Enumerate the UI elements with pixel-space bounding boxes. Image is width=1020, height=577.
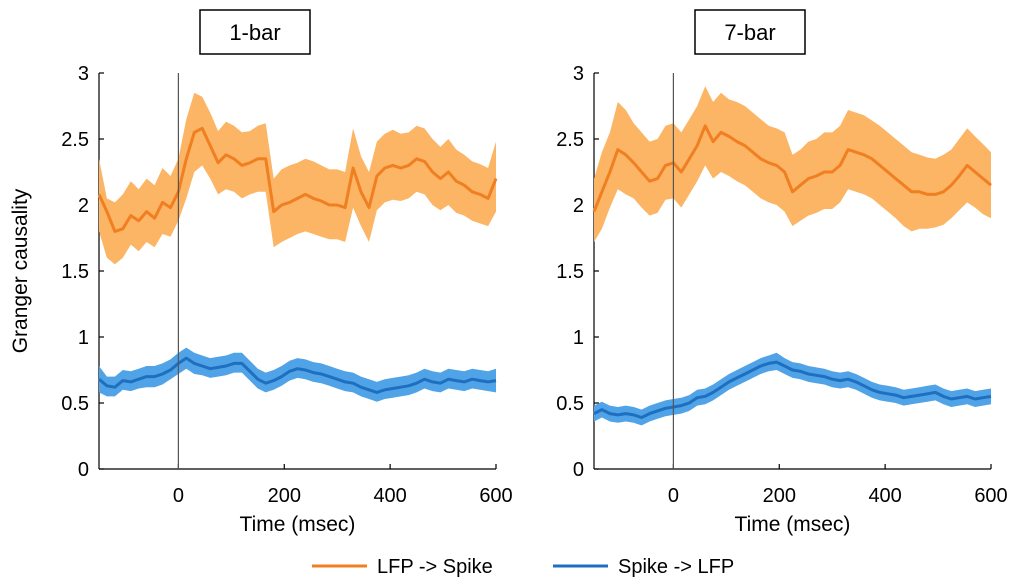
chart-title-box [694,9,806,55]
chart-title-box [199,9,311,55]
y-tick-label: 1.5 [556,261,584,283]
chart-panel-2: 7-bar 0 0.5 1 1.5 2 2.5 3 0 200 400 600 Time (msec) [556,9,1008,536]
y-tick-label: 1 [573,327,584,349]
chart-panel-1: 1-bar 0 0.5 1 1.5 2 2.5 3 0 200 400 600 Time (msec) G… [9,9,513,536]
x-tick-label: 0 [668,485,679,507]
chart-title: 7-bar [724,20,775,45]
legend: LFP -> Spike Spike -> LFP [312,556,734,577]
chart-title: 1-bar [229,20,280,45]
y-tick-label: 3 [573,63,584,85]
y-tick-label: 1 [78,327,89,349]
y-axis-label: Granger causality [9,188,32,353]
x-tick-label: 200 [763,485,796,507]
y-tick-label: 2.5 [556,129,584,151]
y-tick-label: 0.5 [556,393,584,415]
x-tick-label: 600 [479,485,512,507]
series-band-spike-lfp [594,352,991,426]
y-tick-label: 2.5 [61,129,89,151]
legend-label: LFP -> Spike [377,556,493,577]
x-tick-label: 400 [868,485,901,507]
legend-label: Spike -> LFP [618,556,734,577]
series-band-lfp-spike [99,92,496,265]
y-tick-label: 2 [78,195,89,217]
x-axis-label: Time (msec) [735,513,851,536]
x-tick-label: 400 [373,485,406,507]
x-tick-label: 200 [268,485,301,507]
x-tick-label: 600 [974,485,1007,507]
x-tick-label: 0 [173,485,184,507]
series-band-lfp-spike [594,86,991,242]
y-tick-label: 2 [573,195,584,217]
y-tick-label: 1.5 [61,261,89,283]
x-axis-label: Time (msec) [240,513,356,536]
y-tick-label: 0 [78,459,89,481]
y-tick-label: 0 [573,459,584,481]
y-tick-label: 3 [78,63,89,85]
y-tick-label: 0.5 [61,393,89,415]
